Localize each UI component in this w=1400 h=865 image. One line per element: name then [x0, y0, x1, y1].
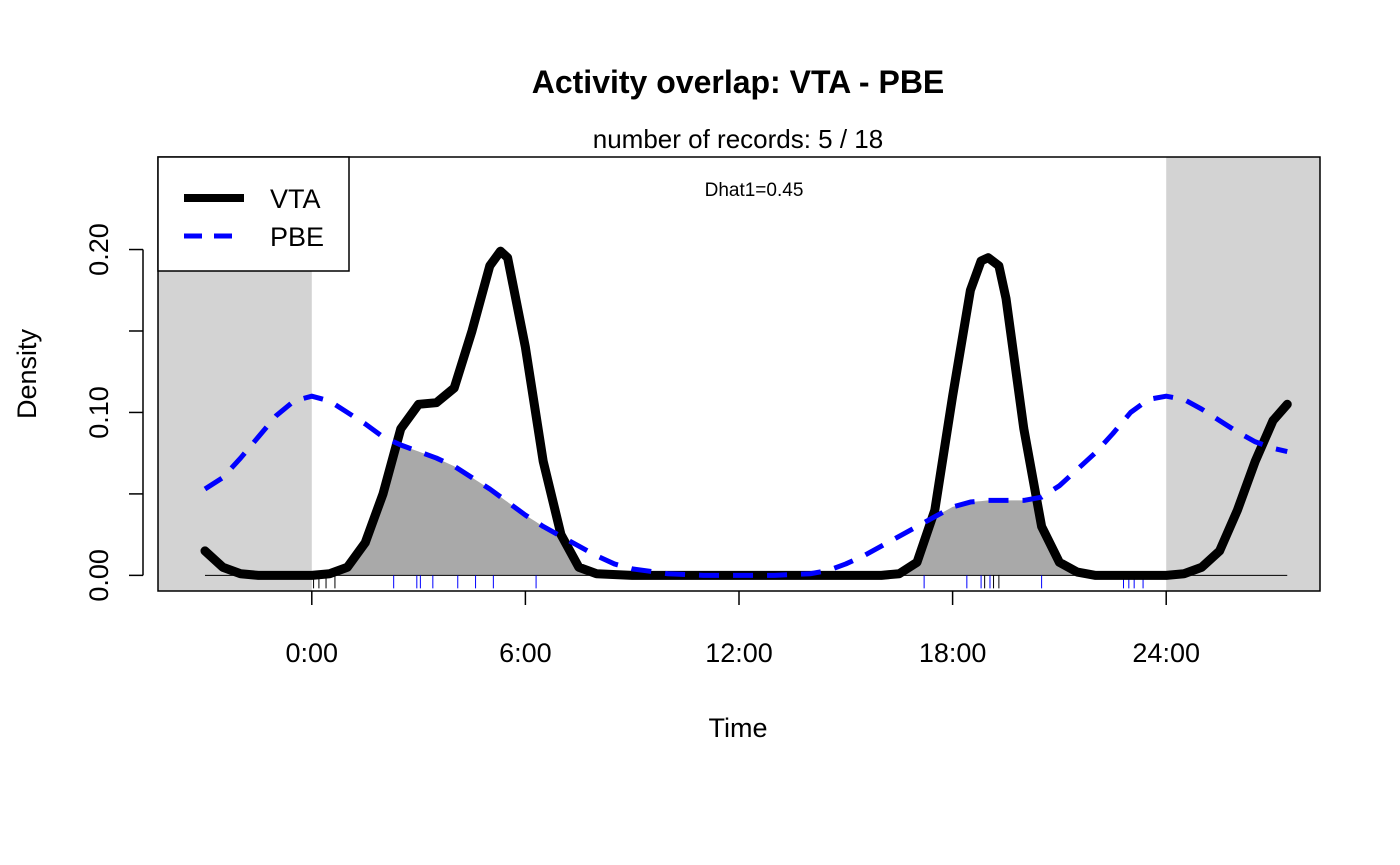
x-tick-label-4: 24:00: [1132, 638, 1200, 668]
y-tick-label-4: 0.20: [84, 223, 114, 276]
dhat-annotation: Dhat1=0.45: [705, 180, 804, 201]
overlap-area: [311, 443, 1167, 576]
x-tick-label-1: 6:00: [499, 638, 552, 668]
x-tick-label-2: 12:00: [705, 638, 773, 668]
x-tick-label-0: 0:00: [286, 638, 339, 668]
x-axis: 0:00 6:00 12:00 18:00 24:00: [286, 591, 1200, 668]
series-line-vta: [200, 246, 1292, 580]
y-axis: 0.00 0.10 0.20: [84, 223, 144, 602]
y-axis-label: Density: [12, 328, 42, 419]
legend-box: [157, 156, 350, 272]
chart-title: Activity overlap: VTA - PBE: [532, 64, 945, 100]
x-tick-label-3: 18:00: [919, 638, 987, 668]
y-tick-label-0: 0.00: [84, 549, 114, 602]
x-axis-label: Time: [709, 713, 768, 743]
legend-pbe-label: PBE: [270, 222, 324, 252]
y-tick-label-2: 0.10: [84, 386, 114, 439]
legend-vta-label: VTA: [270, 184, 321, 214]
legend: VTA PBE: [157, 156, 350, 272]
series-line-pbe: [203, 393, 1288, 578]
night-shade-1: [1166, 157, 1320, 591]
series-layer: [200, 246, 1292, 580]
chart-subtitle: number of records: 5 / 18: [593, 124, 883, 154]
